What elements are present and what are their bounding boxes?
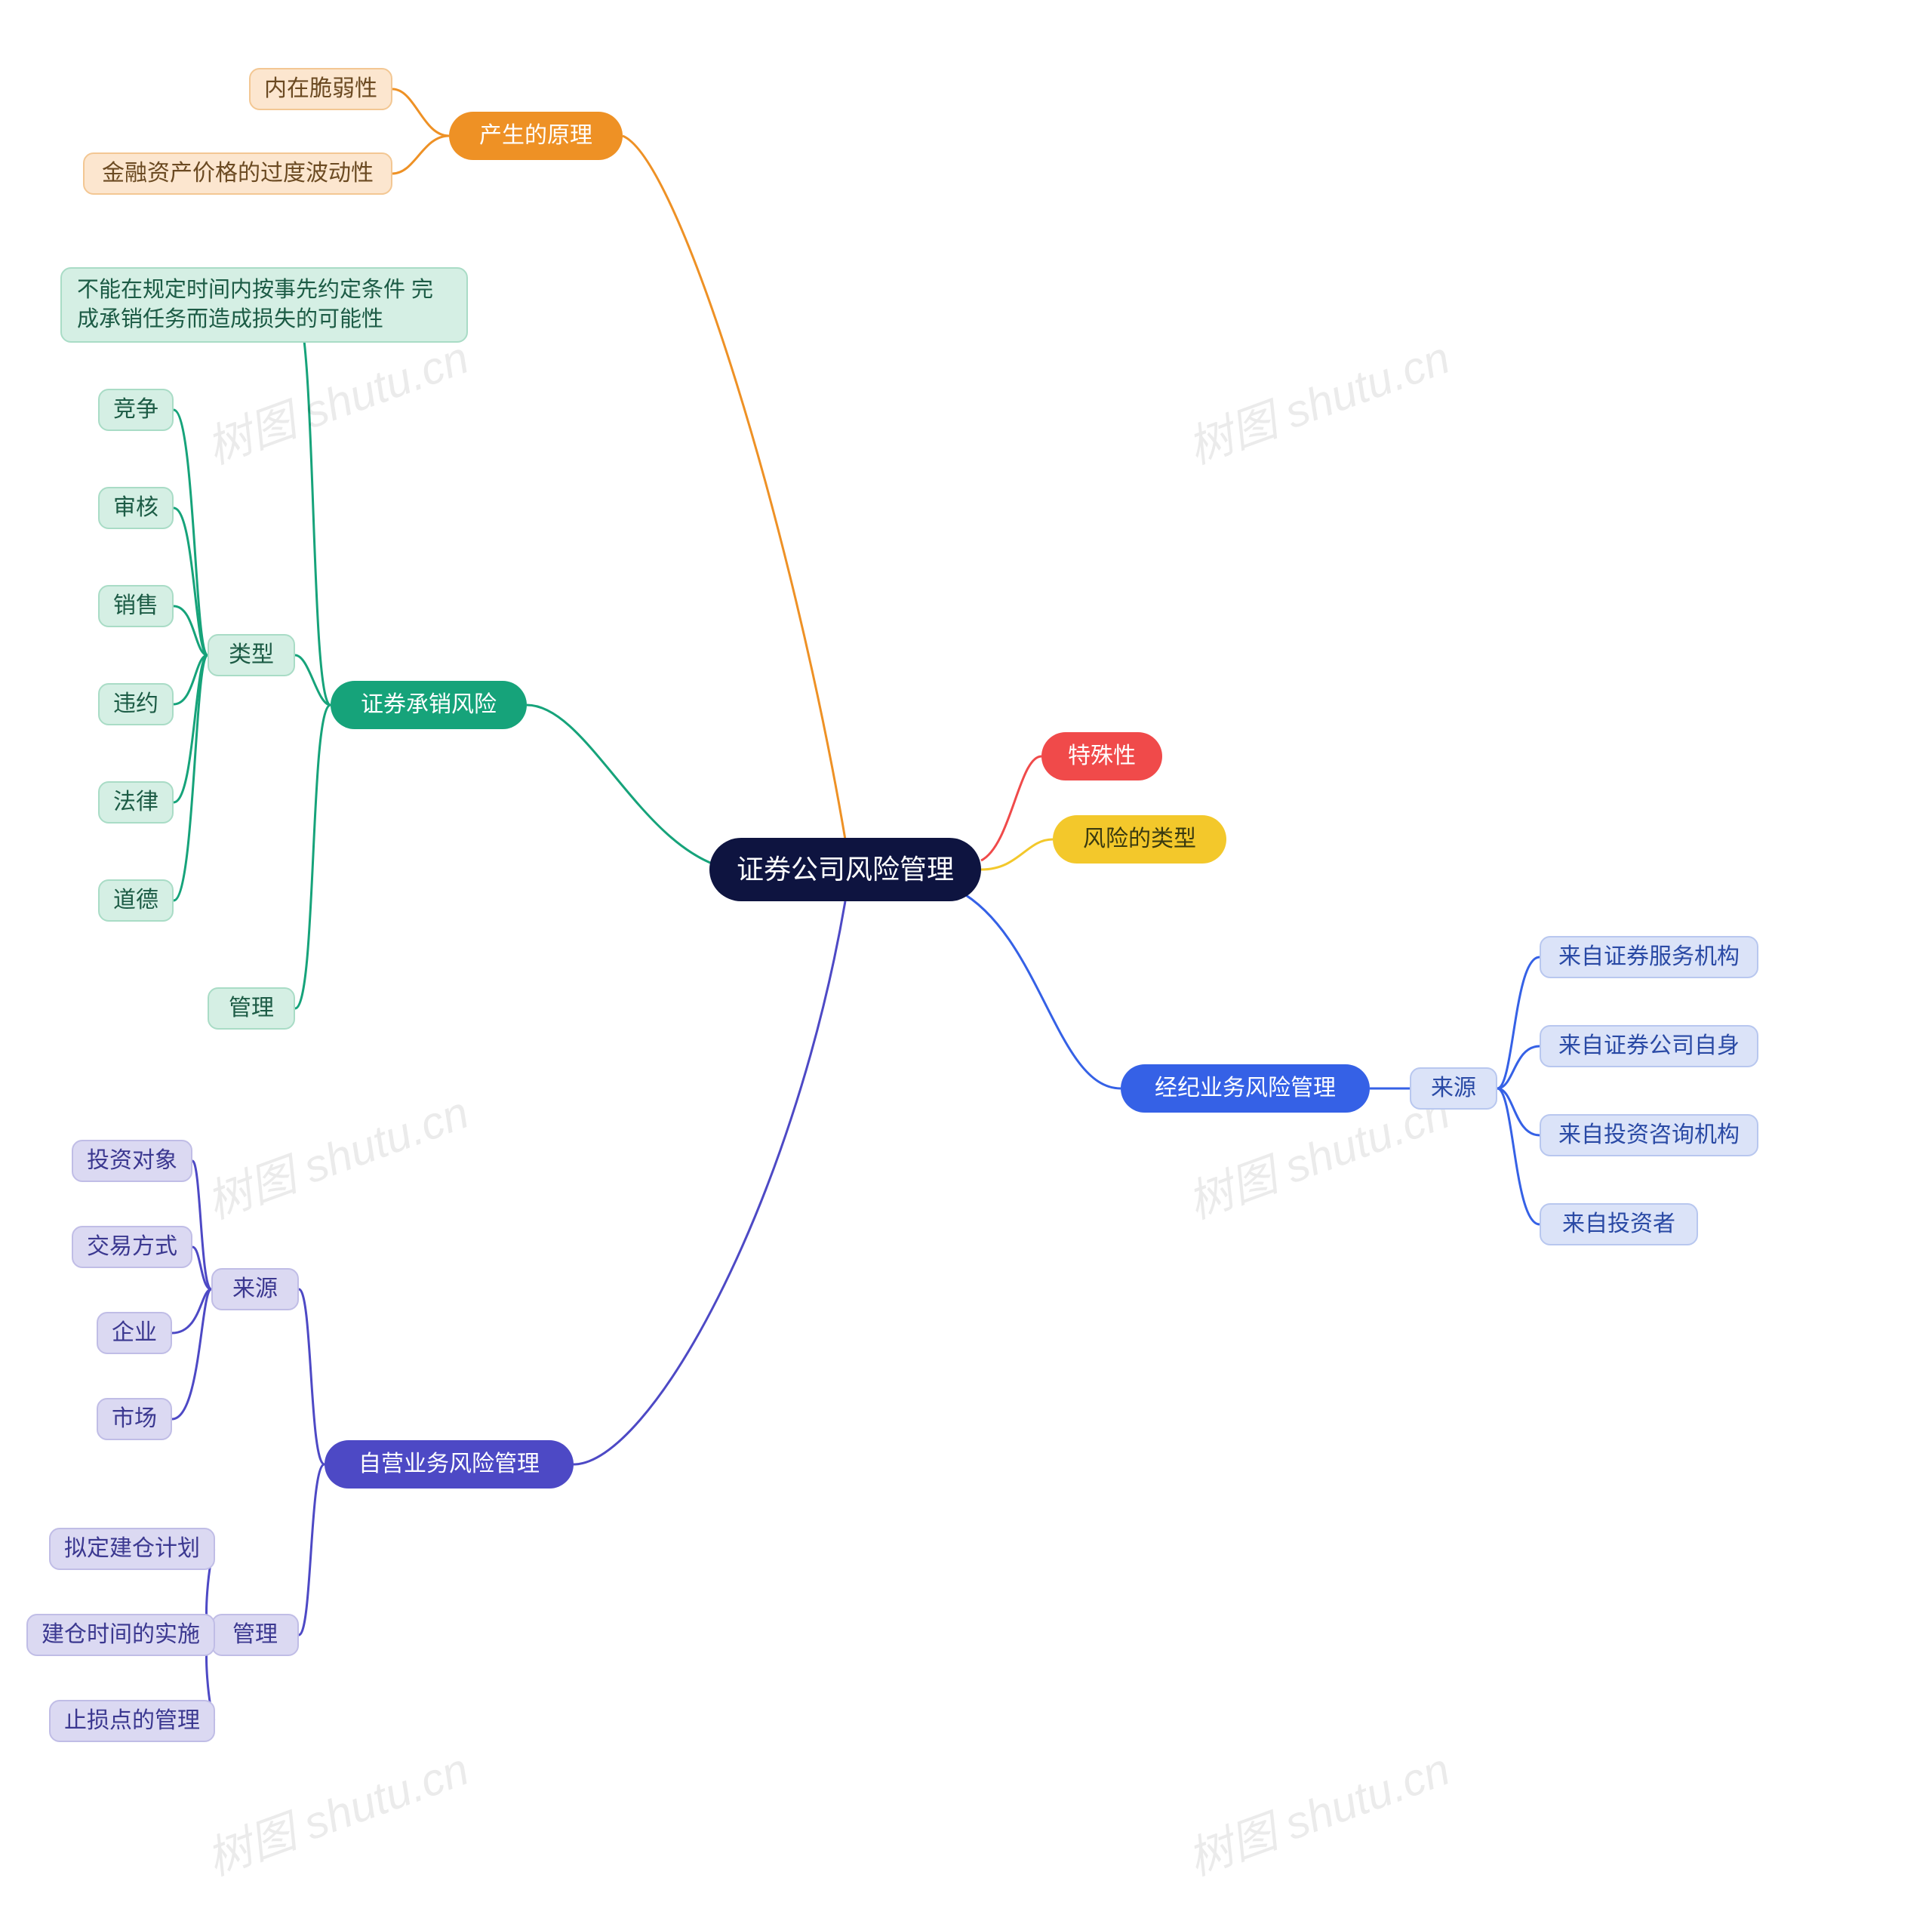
- watermark: 树图 shutu.cn: [196, 1076, 476, 1232]
- edge-root-underwriting: [527, 705, 732, 870]
- watermark: 树图 shutu.cn: [196, 1733, 476, 1889]
- brokerage-source[interactable]: 来源: [1410, 1067, 1497, 1110]
- edge-psrc-c4: [172, 1289, 211, 1419]
- proprietary-source-c1[interactable]: 投资对象: [72, 1140, 192, 1182]
- edge-type-c4: [174, 655, 208, 704]
- branch-proprietary[interactable]: 自营业务风险管理: [325, 1440, 574, 1489]
- branch-brokerage[interactable]: 经纪业务风险管理: [1121, 1064, 1370, 1113]
- edge-bsrc-c1: [1497, 957, 1540, 1088]
- edge-bsrc-c3: [1497, 1088, 1540, 1135]
- edge-bsrc-c4: [1497, 1088, 1540, 1224]
- edge-type-c2: [174, 508, 208, 655]
- edge-root-risktypes: [981, 839, 1053, 870]
- branch-principle[interactable]: 产生的原理: [449, 112, 623, 160]
- proprietary-management[interactable]: 管理: [211, 1614, 299, 1656]
- proprietary-source-c4[interactable]: 市场: [97, 1398, 172, 1440]
- proprietary-source[interactable]: 来源: [211, 1268, 299, 1310]
- underwriting-type-c4[interactable]: 违约: [98, 683, 174, 725]
- edge-type-c6: [174, 655, 208, 901]
- brokerage-source-c2[interactable]: 来自证券公司自身: [1540, 1025, 1758, 1067]
- underwriting-management[interactable]: 管理: [208, 987, 295, 1030]
- edge-psrc-c2: [192, 1247, 211, 1289]
- edge-psrc-c3: [172, 1289, 211, 1333]
- brokerage-source-c3[interactable]: 来自投资咨询机构: [1540, 1114, 1758, 1156]
- watermark: 树图 shutu.cn: [196, 322, 476, 477]
- edge-prop-source: [299, 1289, 325, 1464]
- edge-root-brokerage: [958, 891, 1121, 1088]
- edge-bsrc-c2: [1497, 1046, 1540, 1088]
- branch-underwriting[interactable]: 证券承销风险: [331, 681, 527, 729]
- proprietary-mgmt-c1[interactable]: 拟定建仓计划: [49, 1528, 215, 1570]
- principle-child-2[interactable]: 金融资产价格的过度波动性: [83, 152, 392, 195]
- branch-special[interactable]: 特殊性: [1041, 732, 1162, 780]
- proprietary-source-c2[interactable]: 交易方式: [72, 1226, 192, 1268]
- watermark: 树图 shutu.cn: [1177, 1733, 1457, 1889]
- edge-principle-c2: [392, 136, 449, 174]
- edge-psrc-c1: [192, 1161, 211, 1289]
- proprietary-mgmt-c3[interactable]: 止损点的管理: [49, 1700, 215, 1742]
- edge-root-principle: [623, 136, 845, 839]
- underwriting-type-c1[interactable]: 竞争: [98, 389, 174, 431]
- edge-root-proprietary: [574, 901, 845, 1464]
- edge-type-c1: [174, 410, 208, 655]
- underwriting-type-c2[interactable]: 审核: [98, 487, 174, 529]
- underwriting-type[interactable]: 类型: [208, 634, 295, 676]
- root-node[interactable]: 证券公司风险管理: [709, 838, 981, 901]
- underwriting-type-c5[interactable]: 法律: [98, 781, 174, 824]
- proprietary-mgmt-c2[interactable]: 建仓时间的实施: [26, 1614, 215, 1656]
- edge-type-c3: [174, 606, 208, 655]
- edge-principle-c1: [392, 89, 449, 136]
- edge-root-special: [981, 756, 1041, 860]
- principle-child-1[interactable]: 内在脆弱性: [249, 68, 392, 110]
- edge-type-c5: [174, 655, 208, 802]
- edge-underwriting-type: [295, 655, 331, 705]
- underwriting-definition[interactable]: 不能在规定时间内按事先约定条件 完成承销任务而造成损失的可能性: [60, 267, 468, 343]
- watermark: 树图 shutu.cn: [1177, 322, 1457, 477]
- edge-underwriting-mgmt: [295, 705, 331, 1008]
- underwriting-type-c6[interactable]: 道德: [98, 879, 174, 922]
- brokerage-source-c4[interactable]: 来自投资者: [1540, 1203, 1698, 1245]
- underwriting-type-c3[interactable]: 销售: [98, 585, 174, 627]
- brokerage-source-c1[interactable]: 来自证券服务机构: [1540, 936, 1758, 978]
- proprietary-source-c3[interactable]: 企业: [97, 1312, 172, 1354]
- branch-risk-types[interactable]: 风险的类型: [1053, 815, 1226, 864]
- edge-prop-mgmt: [299, 1464, 325, 1635]
